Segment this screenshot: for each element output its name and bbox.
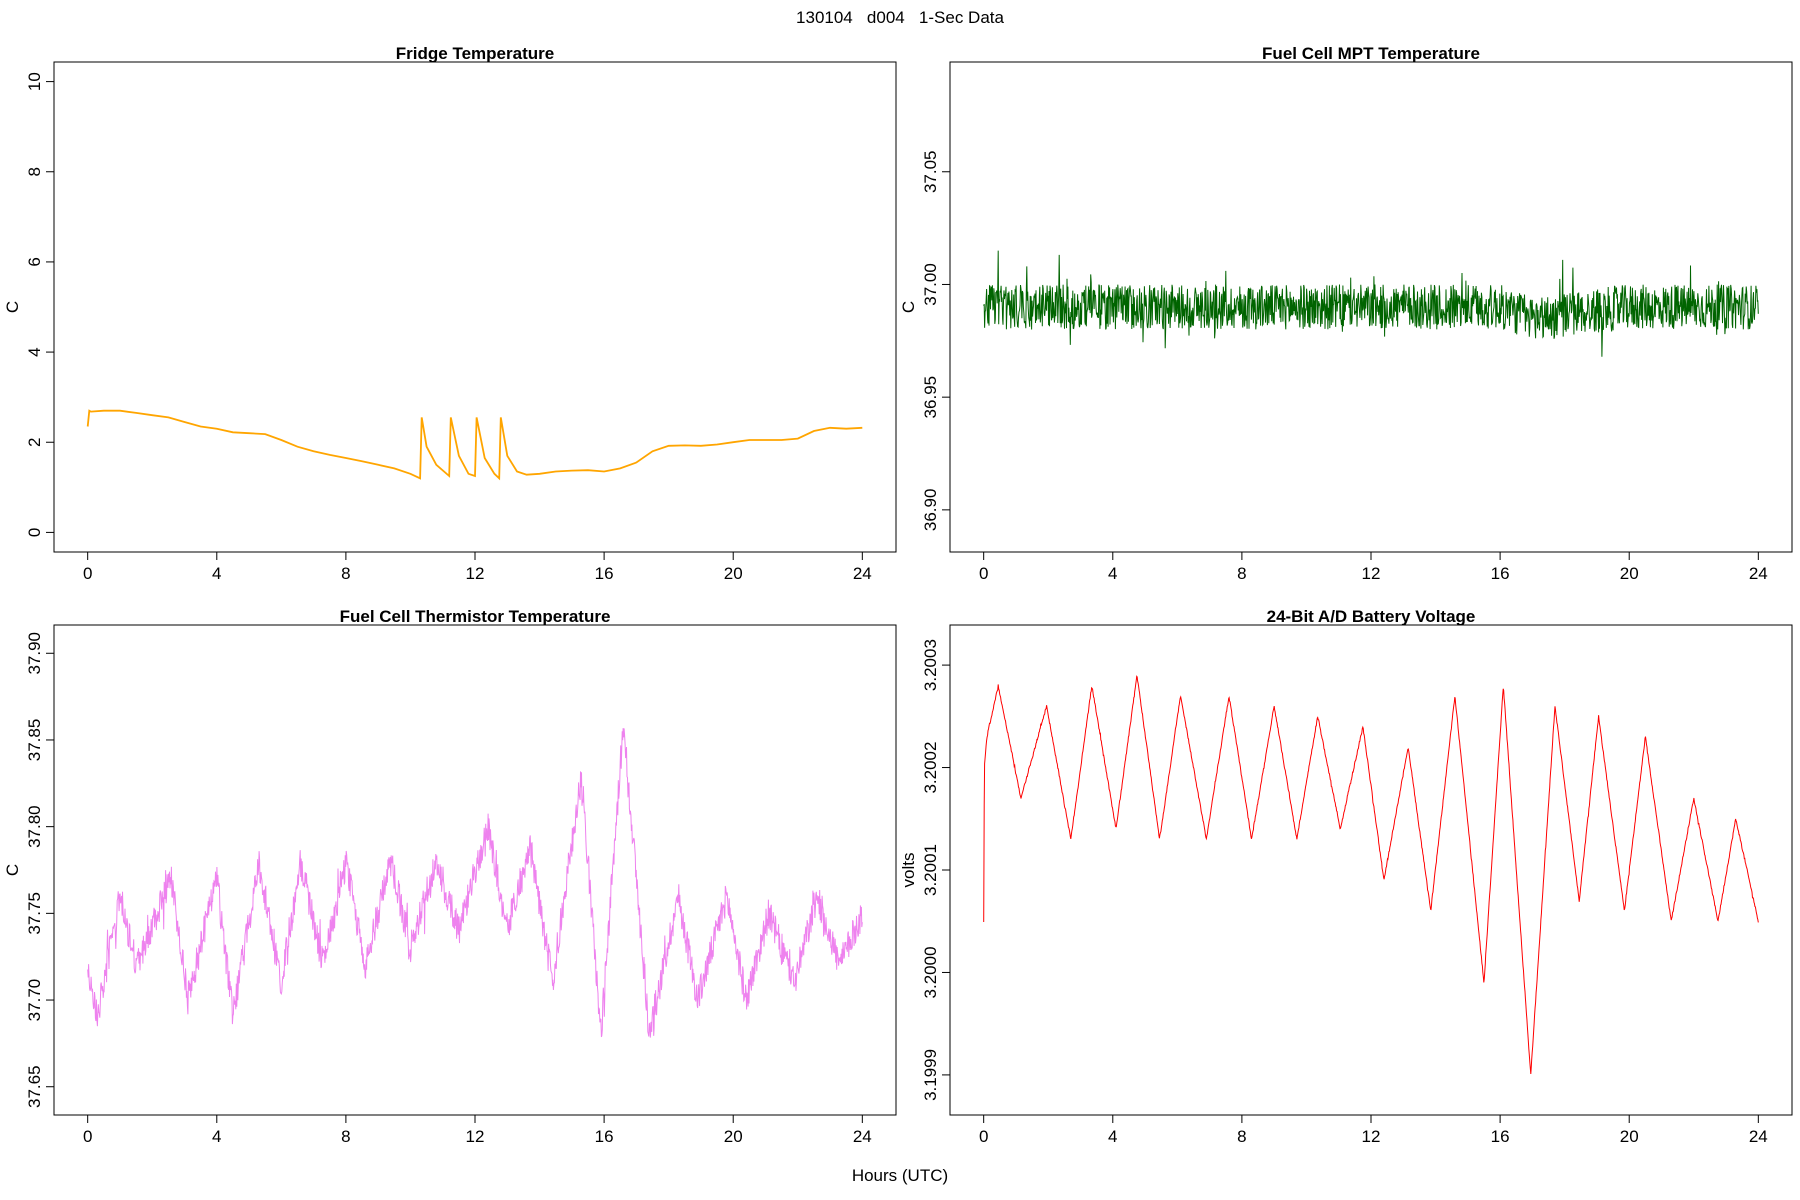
x-tick-label: 12 — [466, 564, 485, 583]
y-tick-label: 2 — [25, 438, 44, 447]
x-tick-label: 16 — [595, 564, 614, 583]
x-tick-label: 8 — [1237, 564, 1246, 583]
y-axis-label: C — [3, 301, 22, 313]
y-axis-label: C — [3, 864, 22, 876]
y-tick-label: 37.05 — [921, 150, 940, 193]
x-tick-label: 0 — [979, 564, 988, 583]
y-tick-label: 3.2002 — [921, 742, 940, 794]
x-tick-label: 20 — [1620, 564, 1639, 583]
x-tick-label: 0 — [83, 1127, 92, 1146]
shared-x-axis-label: Hours (UTC) — [851, 1166, 949, 1185]
y-tick-label: 37.70 — [25, 979, 44, 1022]
x-tick-label: 4 — [1108, 1127, 1117, 1146]
y-tick-label: 36.95 — [921, 376, 940, 419]
y-tick-label: 36.90 — [921, 489, 940, 532]
x-tick-label: 20 — [724, 1127, 743, 1146]
x-tick-label: 12 — [1362, 1127, 1381, 1146]
y-tick-label: 3.2000 — [921, 946, 940, 998]
y-tick-label: 3.2001 — [921, 844, 940, 896]
y-tick-label: 10 — [25, 72, 44, 91]
x-tick-label: 24 — [853, 1127, 872, 1146]
x-tick-label: 24 — [1749, 564, 1768, 583]
y-tick-label: 3.2003 — [921, 639, 940, 691]
series-line-1 — [983, 675, 1759, 1075]
y-tick-label: 37.75 — [25, 892, 44, 935]
x-tick-label: 8 — [341, 1127, 350, 1146]
y-tick-label: 37.65 — [25, 1065, 44, 1108]
x-tick-label: 0 — [979, 1127, 988, 1146]
y-tick-label: 37.80 — [25, 805, 44, 848]
x-tick-label: 24 — [1749, 1127, 1768, 1146]
x-tick-label: 12 — [1362, 564, 1381, 583]
x-tick-label: 20 — [1620, 1127, 1639, 1146]
y-tick-label: 37.90 — [25, 632, 44, 675]
x-tick-label: 4 — [212, 1127, 221, 1146]
x-tick-label: 0 — [83, 564, 92, 583]
y-tick-label: 6 — [25, 257, 44, 266]
series-line-1 — [87, 728, 863, 1038]
y-tick-label: 8 — [25, 167, 44, 176]
y-axis-label: C — [899, 301, 918, 313]
series-line-1 — [86, 409, 863, 481]
x-tick-label: 12 — [466, 1127, 485, 1146]
chart-title: Fuel Cell MPT Temperature — [1262, 44, 1480, 63]
x-tick-label: 16 — [595, 1127, 614, 1146]
series-line-1 — [983, 250, 1759, 357]
plot-frame — [949, 624, 1793, 1116]
x-tick-label: 24 — [853, 564, 872, 583]
y-tick-label: 3.1999 — [921, 1049, 940, 1101]
x-tick-label: 8 — [341, 564, 350, 583]
x-tick-label: 4 — [1108, 564, 1117, 583]
chart-panel-4: 24-Bit A/D Battery Voltage volts 0 4 8 12 16 20… — [899, 607, 1793, 1146]
y-tick-label: 0 — [25, 528, 44, 537]
chart-panel-3: Fuel Cell Thermistor Temperature C 0 4 8 12 16… — [3, 607, 897, 1146]
plot-frame — [53, 61, 897, 553]
chart-title: 24-Bit A/D Battery Voltage — [1267, 607, 1476, 626]
x-tick-label: 20 — [724, 564, 743, 583]
chart-title: Fuel Cell Thermistor Temperature — [340, 607, 611, 626]
y-tick-label: 37.85 — [25, 719, 44, 762]
chart-title: Fridge Temperature — [396, 44, 554, 63]
x-tick-label: 16 — [1491, 1127, 1510, 1146]
page-title: 130104 d004 1-Sec Data — [796, 8, 1004, 27]
x-tick-label: 16 — [1491, 564, 1510, 583]
x-tick-label: 8 — [1237, 1127, 1246, 1146]
y-tick-label: 4 — [25, 347, 44, 356]
y-tick-label: 37.00 — [921, 263, 940, 306]
y-axis-label: volts — [899, 853, 918, 888]
chart-panel-2: Fuel Cell MPT Temperature C 0 4 8 12 16 20 24 36.… — [899, 44, 1793, 583]
x-tick-label: 4 — [212, 564, 221, 583]
